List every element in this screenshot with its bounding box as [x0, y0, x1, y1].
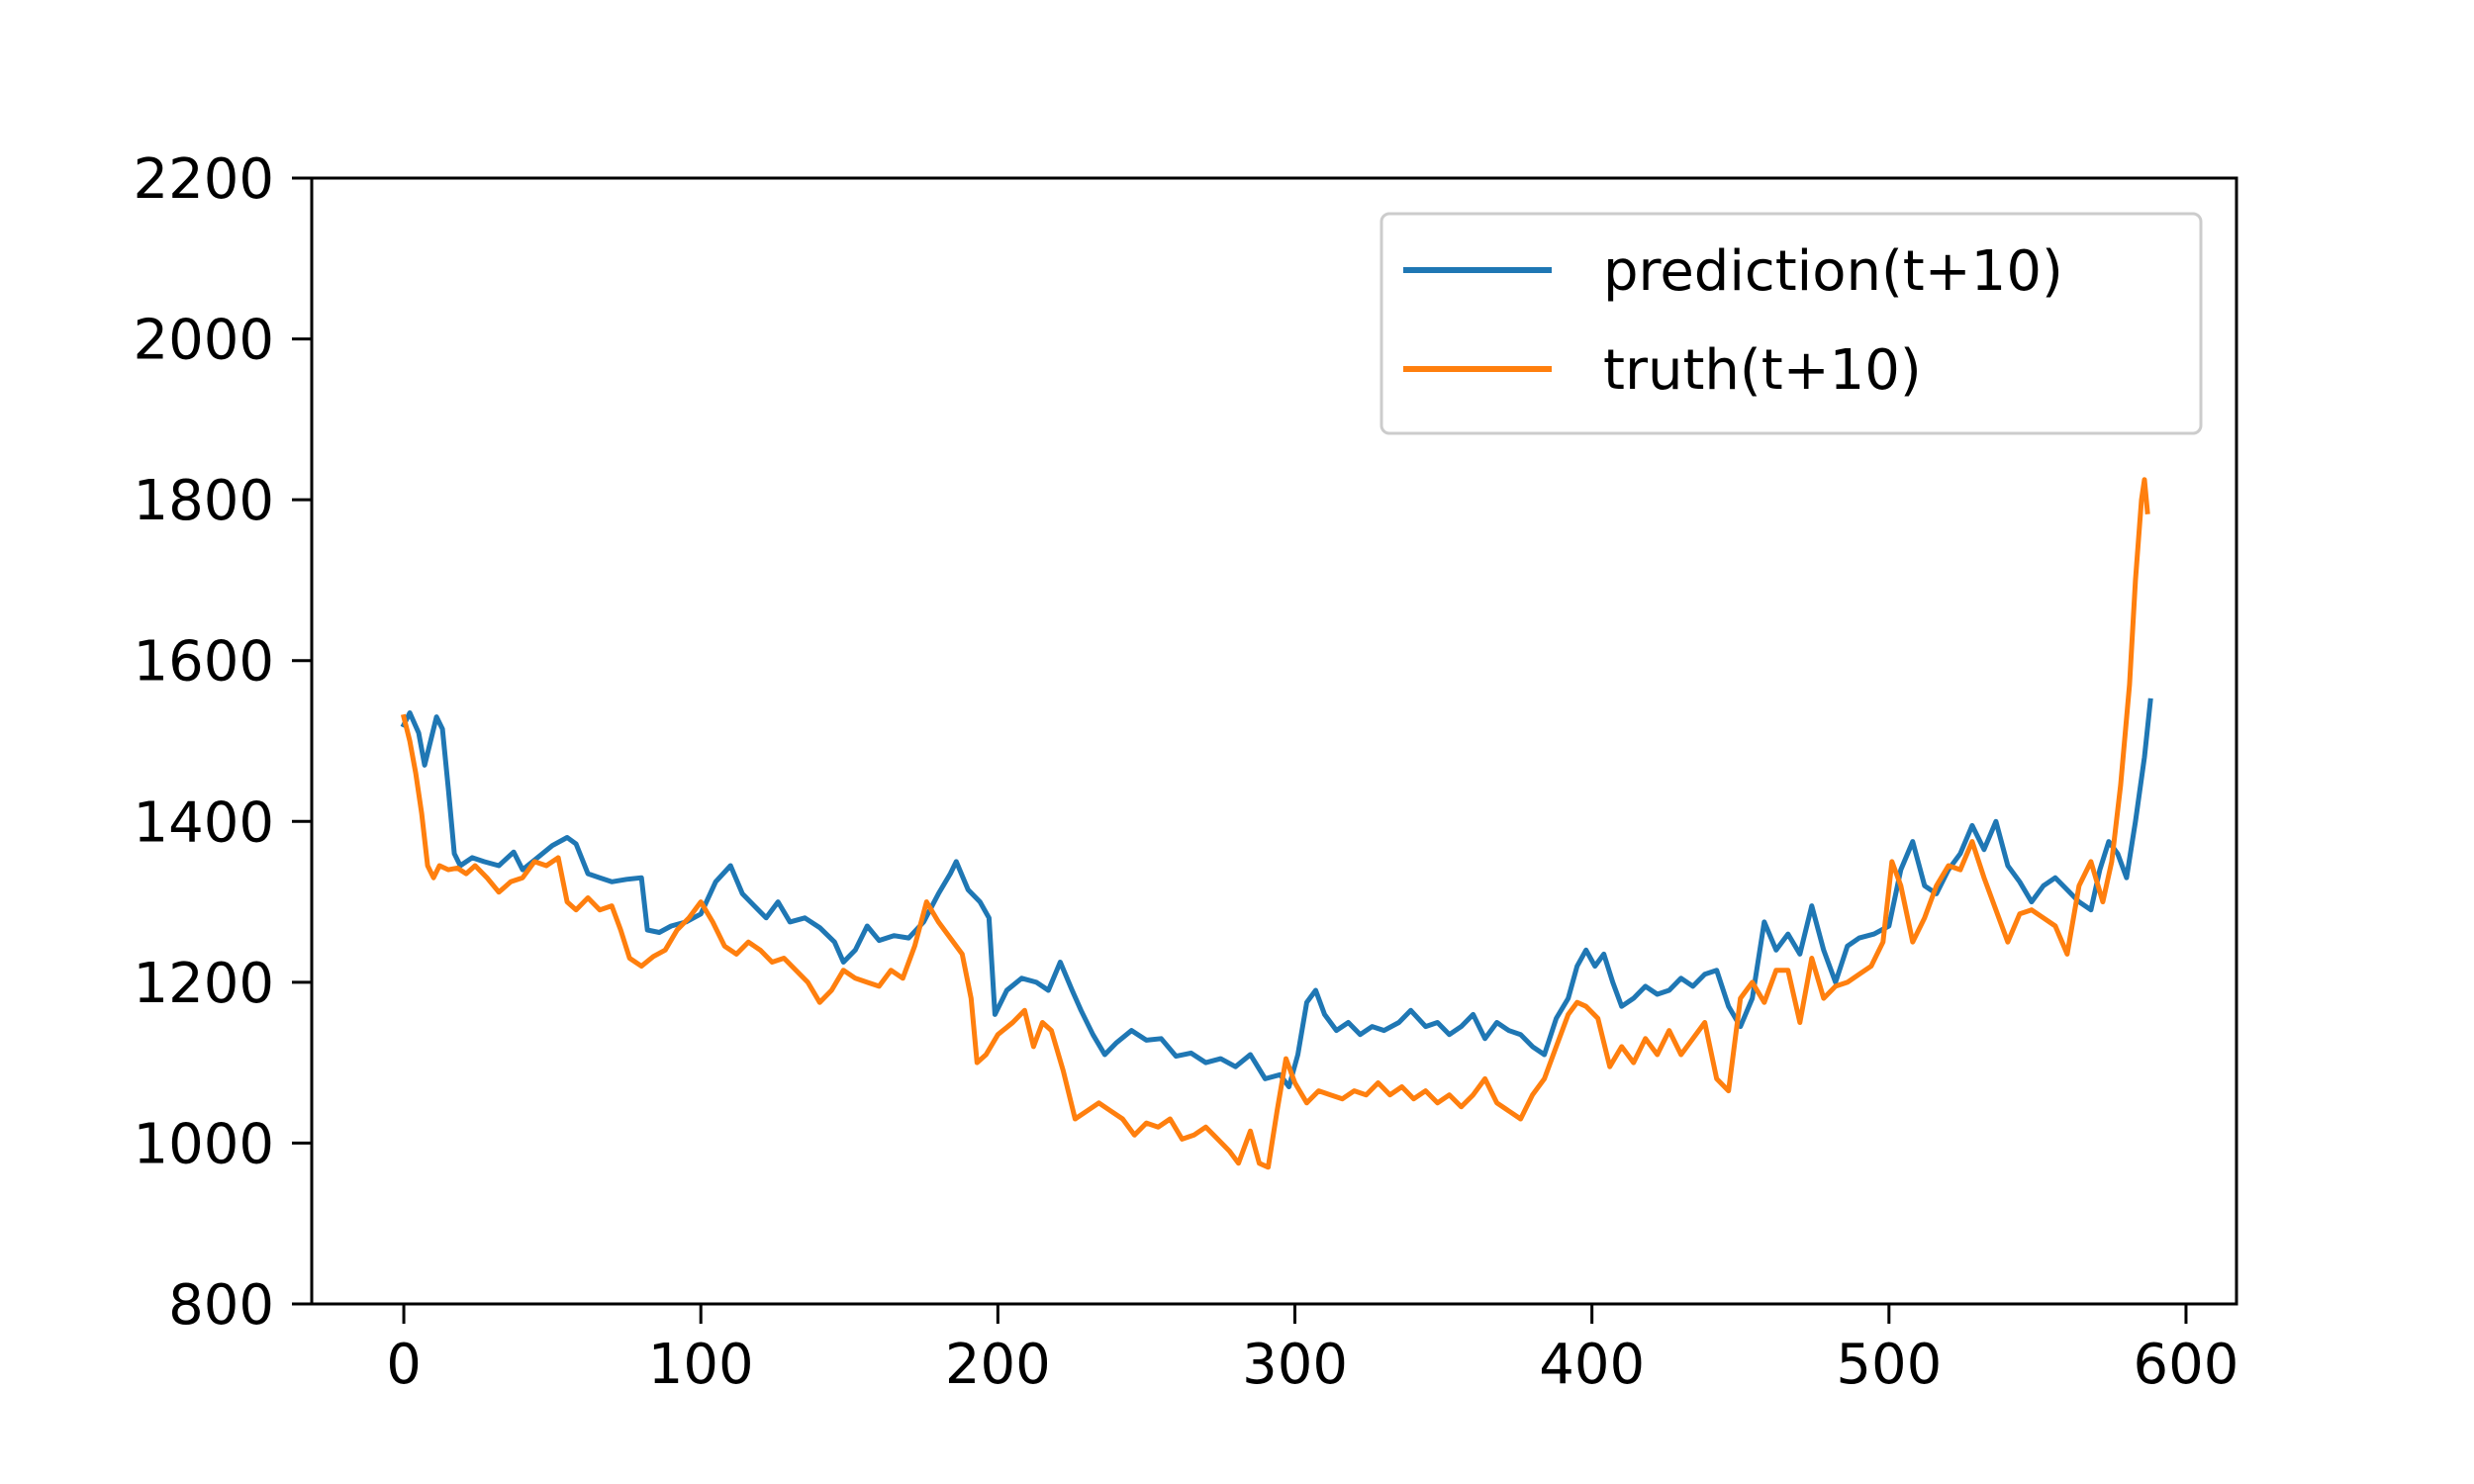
- y-tick-label: 1000: [133, 1112, 274, 1176]
- y-tick-label: 1800: [133, 469, 274, 533]
- series-layer: [400, 477, 2153, 1170]
- y-tick-label: 1200: [133, 952, 274, 1016]
- legend-label-truth: truth(t+10): [1603, 338, 1922, 403]
- x-tick-label: 500: [1836, 1333, 1942, 1397]
- x-tick-label: 0: [386, 1333, 422, 1397]
- series-line-truth: [400, 477, 2150, 1170]
- legend-box: [1380, 212, 2203, 435]
- y-tick-label: 1600: [133, 630, 274, 695]
- x-tick-label: 100: [648, 1333, 754, 1397]
- series-line-prediction: [400, 697, 2153, 1089]
- x-axis: 0 100 200 300 400 500 600: [386, 1304, 2238, 1397]
- x-tick-label: 200: [945, 1333, 1051, 1397]
- y-tick-label: 2200: [133, 147, 274, 212]
- x-tick-label: 600: [2134, 1333, 2239, 1397]
- legend: prediction(t+10) truth(t+10): [1380, 212, 2203, 435]
- y-tick-label: 800: [168, 1273, 274, 1338]
- x-tick-label: 400: [1539, 1333, 1645, 1397]
- y-axis: 800 1000 1200 1400 1600 1800 2000 2200: [133, 147, 312, 1338]
- legend-label-prediction: prediction(t+10): [1603, 239, 2063, 304]
- y-tick-label: 1400: [133, 790, 274, 855]
- plot-frame: [310, 176, 2238, 1306]
- x-tick-label: 300: [1242, 1333, 1348, 1397]
- y-tick-label: 2000: [133, 309, 274, 373]
